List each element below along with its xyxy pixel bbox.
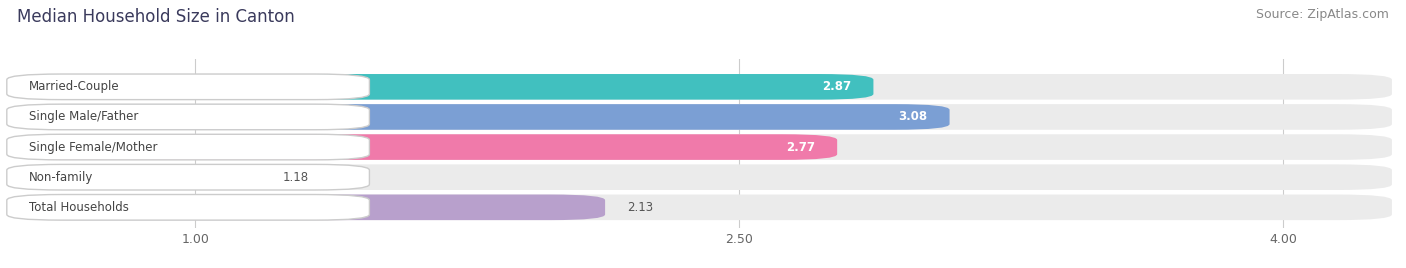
Text: Single Female/Mother: Single Female/Mother xyxy=(28,141,157,154)
Text: Median Household Size in Canton: Median Household Size in Canton xyxy=(17,8,295,26)
Text: Single Male/Father: Single Male/Father xyxy=(28,110,138,124)
FancyBboxPatch shape xyxy=(7,74,370,100)
FancyBboxPatch shape xyxy=(14,104,1392,130)
Text: 2.87: 2.87 xyxy=(823,80,852,93)
Text: Married-Couple: Married-Couple xyxy=(28,80,120,93)
Text: 2.77: 2.77 xyxy=(786,141,815,154)
FancyBboxPatch shape xyxy=(14,195,605,220)
FancyBboxPatch shape xyxy=(14,74,1392,100)
FancyBboxPatch shape xyxy=(7,134,370,160)
FancyBboxPatch shape xyxy=(14,134,1392,160)
FancyBboxPatch shape xyxy=(7,195,370,220)
FancyBboxPatch shape xyxy=(14,74,873,100)
Text: 1.18: 1.18 xyxy=(283,171,308,184)
FancyBboxPatch shape xyxy=(14,104,949,130)
FancyBboxPatch shape xyxy=(14,164,1392,190)
FancyBboxPatch shape xyxy=(14,195,1392,220)
Text: 3.08: 3.08 xyxy=(898,110,928,124)
FancyBboxPatch shape xyxy=(7,104,370,130)
FancyBboxPatch shape xyxy=(7,164,370,190)
Text: Source: ZipAtlas.com: Source: ZipAtlas.com xyxy=(1256,8,1389,21)
FancyBboxPatch shape xyxy=(14,164,260,190)
Text: Total Households: Total Households xyxy=(28,201,128,214)
Text: Non-family: Non-family xyxy=(28,171,93,184)
FancyBboxPatch shape xyxy=(14,134,837,160)
Text: 2.13: 2.13 xyxy=(627,201,652,214)
